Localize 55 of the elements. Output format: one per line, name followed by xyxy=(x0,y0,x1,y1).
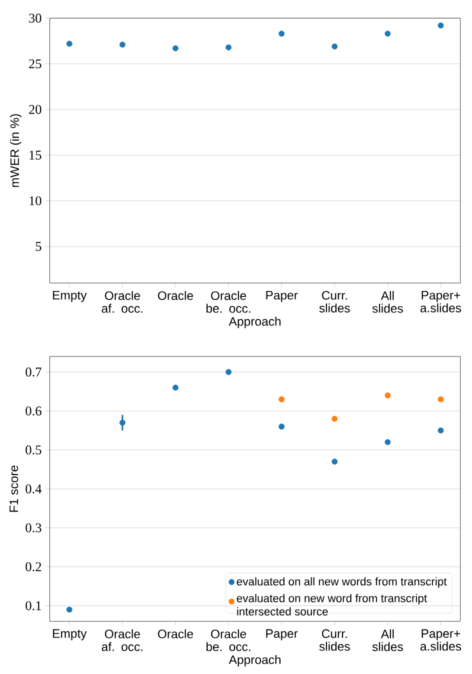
x-tick-label: Oracle xyxy=(158,291,193,300)
point xyxy=(384,30,390,37)
y-tick-label: 15 xyxy=(29,150,42,160)
point xyxy=(278,30,284,37)
point xyxy=(119,420,126,426)
y-axis-title: mWER (in %) xyxy=(10,114,22,187)
point xyxy=(66,606,72,613)
point xyxy=(331,458,338,465)
x-tick-label: All slides xyxy=(372,291,403,313)
point xyxy=(331,43,338,50)
y-tick-label: 0.7 xyxy=(25,368,42,377)
point xyxy=(278,424,284,430)
point xyxy=(172,45,178,52)
y-tick-label: 0.1 xyxy=(25,601,41,610)
y-tick-label: 25 xyxy=(28,59,42,68)
y-axis-title: F1 score xyxy=(9,466,18,512)
x-tick-label: Paper+ a.slides xyxy=(420,291,461,312)
x-tick-label: Empty xyxy=(52,291,87,302)
point xyxy=(384,392,390,398)
x-tick-label: Curr. slides xyxy=(319,629,350,651)
point xyxy=(119,42,126,48)
y-tick-label: 20 xyxy=(28,105,42,114)
x-tick-label: All slides xyxy=(372,629,403,652)
y-tick-label: 0.6 xyxy=(25,406,42,416)
y-tick-label: 5 xyxy=(36,242,42,251)
point xyxy=(331,416,338,422)
point xyxy=(225,369,232,376)
point xyxy=(438,22,444,28)
point xyxy=(66,40,72,47)
x-tick-label: Paper xyxy=(266,629,298,640)
legend-label: evaluated on new word from transcript intersected source xyxy=(236,594,427,616)
y-tick-label: 0.3 xyxy=(25,523,42,532)
x-tick-label: Oracle be. occ. xyxy=(206,291,250,313)
x-tick-label: Oracle be. occ. xyxy=(206,629,250,652)
legend-label: evaluated on all new words from transcript xyxy=(236,577,447,588)
x-axis-title: Approach xyxy=(228,655,280,666)
point xyxy=(384,439,390,446)
x-tick-label: Oracle xyxy=(158,629,193,638)
x-tick-label: Paper xyxy=(266,291,298,302)
x-tick-label: Oracle af. occ. xyxy=(102,291,142,313)
y-tick-label: 10 xyxy=(29,196,42,206)
point xyxy=(225,44,232,50)
y-tick-label: 0.5 xyxy=(25,445,42,454)
x-axis-title: Approach xyxy=(228,316,280,328)
x-tick-label: Paper+ a.slides xyxy=(420,629,461,651)
y-tick-label: 30 xyxy=(28,14,42,23)
point xyxy=(278,396,284,402)
point xyxy=(172,384,178,391)
y-tick-label: 0.4 xyxy=(25,484,42,494)
point xyxy=(438,427,444,434)
point xyxy=(438,396,444,402)
y-tick-label: 0.2 xyxy=(25,562,41,572)
x-tick-label: Curr. slides xyxy=(319,290,350,312)
x-tick-label: Empty xyxy=(52,629,87,640)
x-tick-label: Oracle af. occ. xyxy=(102,629,142,652)
